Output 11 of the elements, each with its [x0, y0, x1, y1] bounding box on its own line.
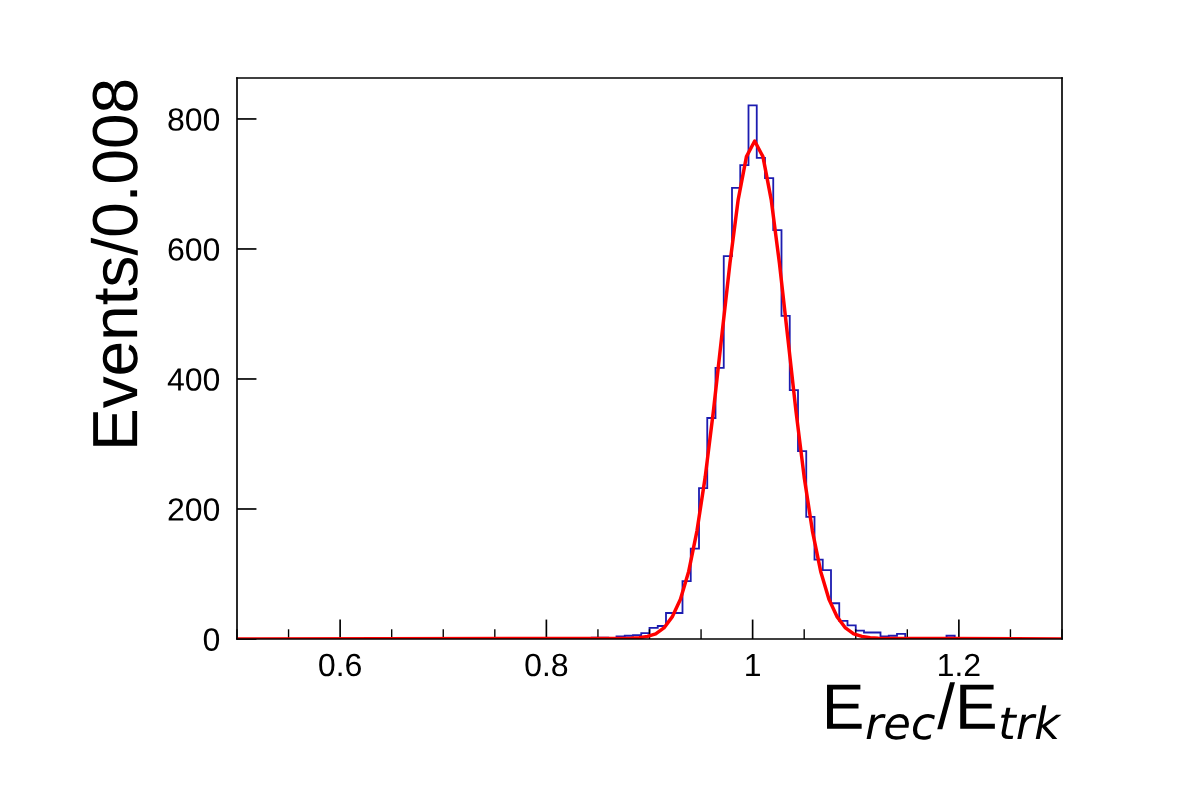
y-tick-label: 800 — [168, 108, 220, 131]
x-axis-title: E$_{rec}$/E$_{trk}$ — [827, 682, 1062, 740]
x-tick-label: 1 — [746, 654, 760, 677]
y-tick-label: 0 — [203, 628, 220, 651]
y-axis-title: Events/0.008 — [90, 80, 138, 446]
x-tick-label: 1.2 — [939, 653, 980, 677]
y-tick-label: 200 — [168, 498, 220, 521]
y-tick-label: 400 — [167, 368, 220, 391]
x-tick-label: 0.6 — [319, 653, 361, 677]
y-tick-label: 600 — [168, 238, 220, 261]
x-tick-label: 0.8 — [525, 653, 568, 677]
